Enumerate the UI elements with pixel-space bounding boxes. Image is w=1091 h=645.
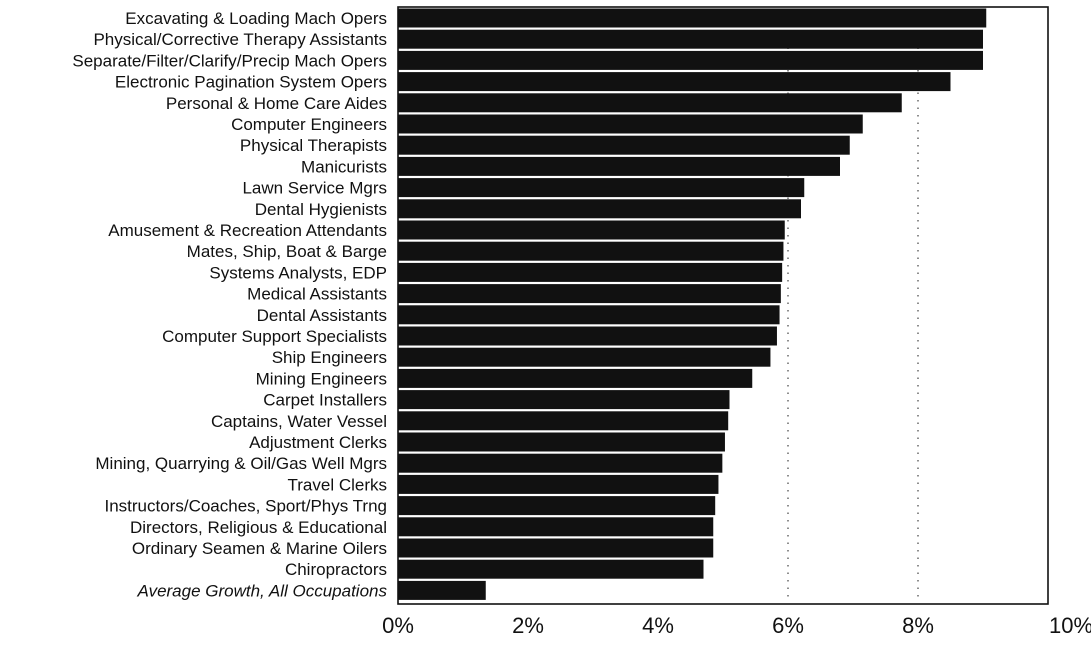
category-label: Computer Engineers <box>231 115 387 134</box>
x-tick-label: 10% <box>1049 613 1091 638</box>
bar <box>398 411 729 431</box>
bar <box>398 496 716 516</box>
category-label: Dental Hygienists <box>255 200 387 219</box>
category-label: Dental Assistants <box>257 306 387 325</box>
bar <box>398 559 704 579</box>
bar <box>398 220 785 240</box>
bar <box>398 305 780 325</box>
bar <box>398 241 784 261</box>
category-label: Captains, Water Vessel <box>211 412 387 431</box>
category-label: Adjustment Clerks <box>249 433 387 452</box>
category-label: Mining, Quarrying & Oil/Gas Well Mgrs <box>95 454 387 473</box>
bar <box>398 135 850 155</box>
bar <box>398 93 902 113</box>
category-label: Mining Engineers <box>256 369 387 388</box>
category-label: Average Growth, All Occupations <box>137 581 388 600</box>
category-labels: Excavating & Loading Mach Opers Physical/… <box>72 9 387 600</box>
bar <box>398 517 714 537</box>
bar <box>398 114 863 134</box>
bar <box>398 284 781 304</box>
bar <box>398 453 723 473</box>
bar <box>398 432 725 452</box>
bar <box>398 538 714 558</box>
category-label: Excavating & Loading Mach Opers <box>125 9 387 28</box>
bar <box>398 580 486 600</box>
category-label: Mates, Ship, Boat & Barge <box>187 242 387 261</box>
category-label: Medical Assistants <box>247 285 387 304</box>
bar <box>398 262 783 282</box>
category-label: Physical/Corrective Therapy Assistants <box>93 30 387 49</box>
category-label: Chiropractors <box>285 560 387 579</box>
category-label: Travel Clerks <box>288 475 388 494</box>
x-tick-label: 4% <box>642 613 674 638</box>
bar <box>398 368 753 388</box>
x-tick-label: 2% <box>512 613 544 638</box>
x-tick-label: 8% <box>902 613 934 638</box>
bar <box>398 178 805 198</box>
category-label: Computer Support Specialists <box>162 327 387 346</box>
category-label: Physical Therapists <box>240 136 387 155</box>
bar <box>398 347 771 367</box>
category-label: Amusement & Recreation Attendants <box>108 221 387 240</box>
category-label: Separate/Filter/Clarify/Precip Mach Oper… <box>72 51 387 70</box>
x-tick-labels: 0% 2% 4% 6% 8% 10% <box>382 613 1091 638</box>
bar <box>398 199 801 219</box>
bar <box>398 50 983 70</box>
bar <box>398 156 840 176</box>
category-label: Carpet Installers <box>263 391 387 410</box>
bar <box>398 72 951 92</box>
category-label: Electronic Pagination System Opers <box>115 73 387 92</box>
bar <box>398 326 777 346</box>
category-label: Personal & Home Care Aides <box>166 94 387 113</box>
category-label: Lawn Service Mgrs <box>242 179 387 198</box>
category-label: Systems Analysts, EDP <box>209 263 387 282</box>
x-tick-label: 6% <box>772 613 804 638</box>
category-label: Ship Engineers <box>272 348 387 367</box>
bars <box>398 8 987 600</box>
category-label: Ordinary Seamen & Marine Oilers <box>132 539 387 558</box>
x-tick-label: 0% <box>382 613 414 638</box>
bar <box>398 29 983 49</box>
category-label: Manicurists <box>301 157 387 176</box>
bar <box>398 390 730 410</box>
category-label: Instructors/Coaches, Sport/Phys Trng <box>104 497 387 516</box>
category-label: Directors, Religious & Educational <box>130 518 387 537</box>
bar <box>398 474 719 494</box>
bar <box>398 8 987 28</box>
